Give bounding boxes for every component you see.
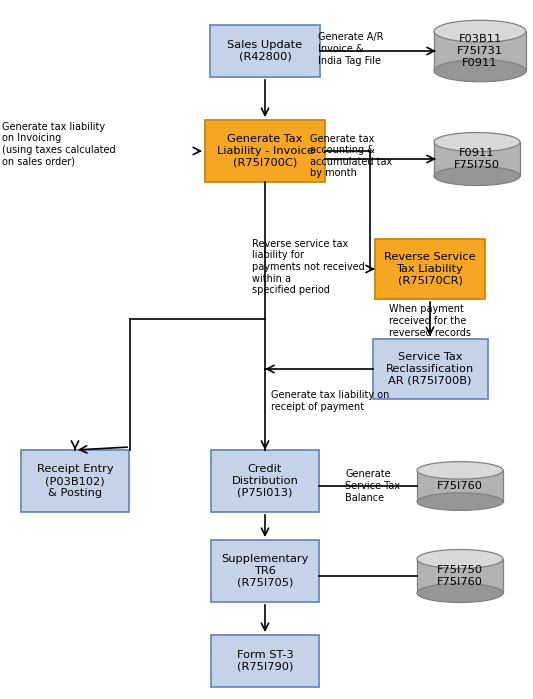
Text: Generate tax
accounting &
accumulated tax
by month: Generate tax accounting & accumulated ta…: [310, 134, 392, 178]
FancyBboxPatch shape: [375, 239, 485, 299]
Text: Generate Tax
Liability - Invoice
(R75I700C): Generate Tax Liability - Invoice (R75I70…: [216, 134, 313, 168]
Polygon shape: [417, 470, 503, 502]
FancyBboxPatch shape: [210, 25, 320, 77]
Text: Generate tax liability on
receipt of payment: Generate tax liability on receipt of pay…: [271, 390, 389, 412]
Text: Reverse Service
Tax Liability
(R75I70CR): Reverse Service Tax Liability (R75I70CR): [384, 252, 476, 286]
Text: Generate tax liability
on Invoicing
(using taxes calculated
on sales order): Generate tax liability on Invoicing (usi…: [2, 122, 116, 166]
Polygon shape: [417, 559, 503, 593]
Text: F75I750
F75I760: F75I750 F75I760: [437, 565, 483, 586]
Text: Generate A/R
Invoice &
India Tag File: Generate A/R Invoice & India Tag File: [318, 32, 384, 66]
Polygon shape: [434, 31, 526, 71]
Polygon shape: [434, 142, 520, 176]
Ellipse shape: [434, 20, 526, 43]
FancyBboxPatch shape: [205, 120, 325, 182]
Text: F0911
F75I750: F0911 F75I750: [454, 148, 500, 170]
Ellipse shape: [434, 166, 520, 185]
Text: Supplementary
TR6
(R75I705): Supplementary TR6 (R75I705): [221, 554, 309, 588]
Text: F03B11
F75I731
F0911: F03B11 F75I731 F0911: [457, 34, 503, 68]
Text: Receipt Entry
(P03B102)
& Posting: Receipt Entry (P03B102) & Posting: [37, 464, 114, 498]
FancyBboxPatch shape: [21, 450, 129, 512]
Ellipse shape: [417, 493, 503, 510]
Text: Credit
Distribution
(P75I013): Credit Distribution (P75I013): [231, 464, 298, 498]
FancyBboxPatch shape: [211, 540, 319, 602]
Text: Sales Update
(R42800): Sales Update (R42800): [228, 41, 303, 62]
Text: F75I760: F75I760: [437, 481, 483, 491]
Ellipse shape: [417, 549, 503, 568]
Text: Form ST-3
(R75I790): Form ST-3 (R75I790): [237, 650, 293, 672]
FancyBboxPatch shape: [211, 635, 319, 687]
FancyBboxPatch shape: [211, 450, 319, 512]
Ellipse shape: [417, 461, 503, 479]
Ellipse shape: [434, 59, 526, 82]
Text: Service Tax
Reclassification
AR (R75I700B): Service Tax Reclassification AR (R75I700…: [386, 352, 474, 386]
Text: Generate
Service Tax
Balance: Generate Service Tax Balance: [345, 470, 400, 503]
Text: When payment
received for the
reversed records: When payment received for the reversed r…: [389, 304, 471, 338]
Ellipse shape: [434, 133, 520, 152]
Text: Reverse service tax
liability for
payments not received
within a
specified perio: Reverse service tax liability for paymen…: [252, 239, 365, 295]
FancyBboxPatch shape: [373, 339, 488, 399]
Ellipse shape: [417, 584, 503, 603]
